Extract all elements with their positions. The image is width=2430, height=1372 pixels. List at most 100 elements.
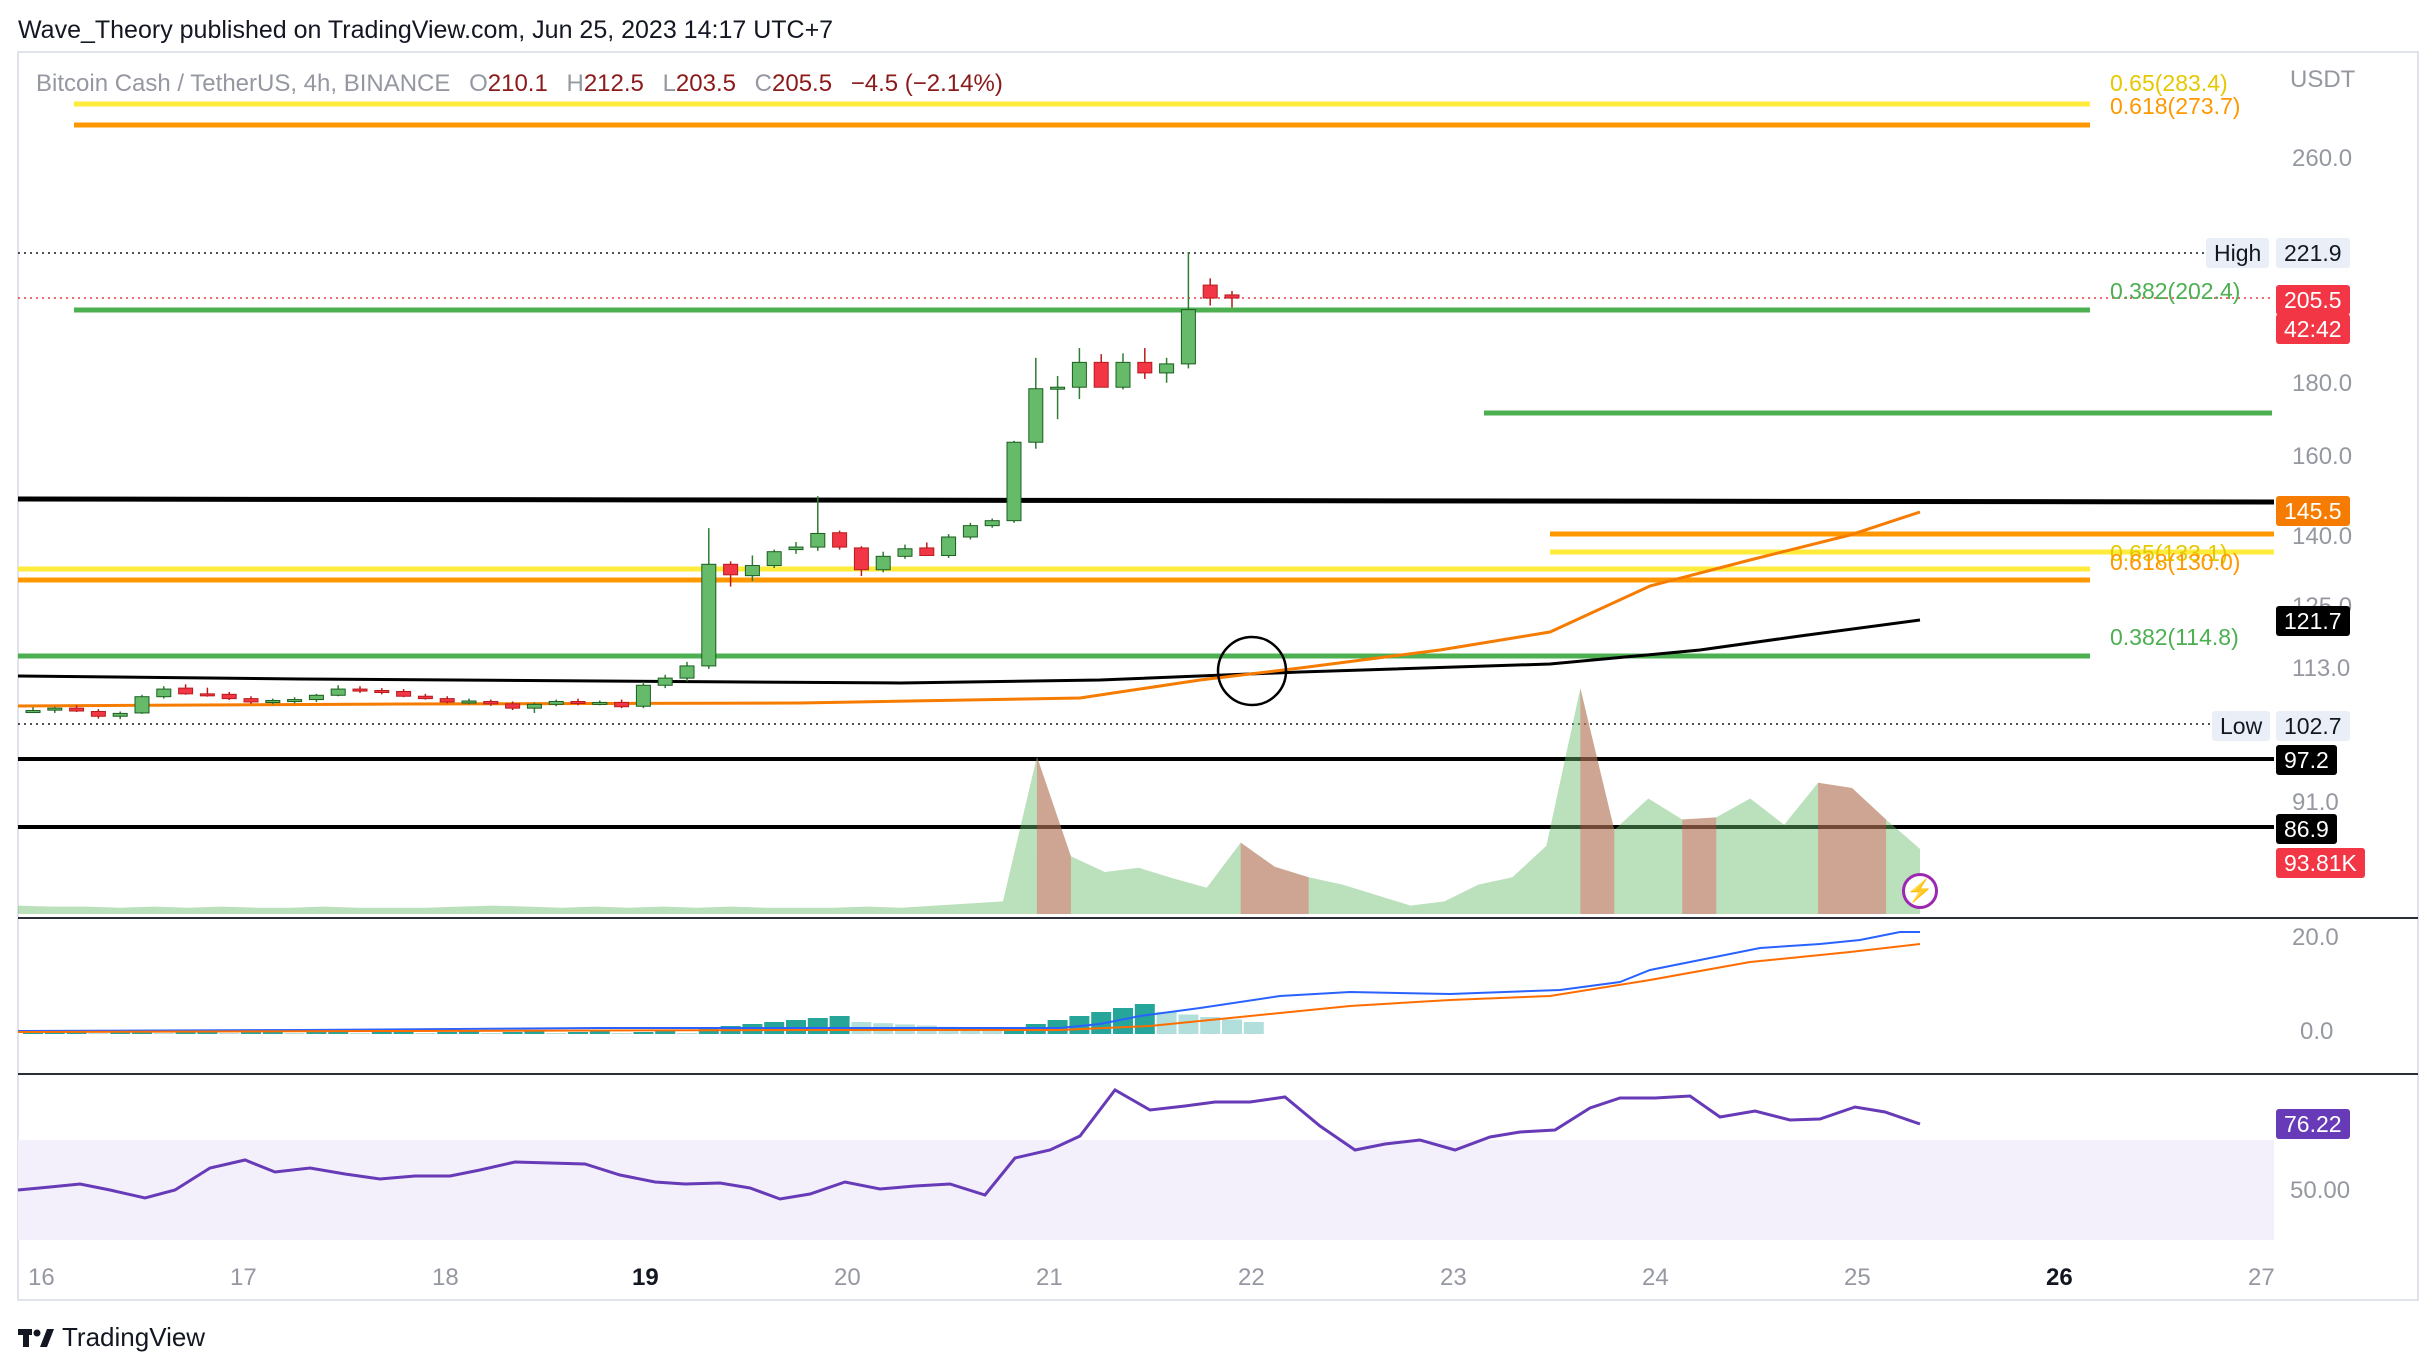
candle-bearish[interactable] <box>723 563 739 576</box>
candle-bearish[interactable] <box>853 547 869 571</box>
fib-label-upper-065[interactable]: 0.65(283.4) <box>2110 70 2228 96</box>
candle-bullish[interactable] <box>1006 441 1022 522</box>
candle-bearish[interactable] <box>483 700 499 705</box>
candle-bearish[interactable] <box>69 707 85 712</box>
ema-line[interactable] <box>17 510 1921 708</box>
candle-bearish[interactable] <box>178 687 194 695</box>
candle-bullish[interactable] <box>766 551 782 567</box>
candle-bullish[interactable] <box>265 700 281 704</box>
candle-bullish[interactable] <box>1050 386 1066 390</box>
crossover-circle-annotation[interactable] <box>1216 635 1288 707</box>
candle-bearish[interactable] <box>439 698 455 703</box>
time-tick-27: 27 <box>2248 1264 2275 1291</box>
volume-area-bearish <box>1240 842 1309 914</box>
candle-bearish[interactable] <box>90 710 106 717</box>
candle-bullish[interactable] <box>156 688 172 698</box>
fib-label-lower-065[interactable]: 0.65(133.1) <box>2110 540 2228 566</box>
candle-bearish[interactable] <box>374 690 390 694</box>
candle-bullish[interactable] <box>461 700 477 704</box>
candle-bearish[interactable] <box>919 547 935 556</box>
rsi-tick-50: 50.00 <box>2290 1177 2351 1204</box>
candle-bullish[interactable] <box>1180 309 1196 365</box>
candle-bullish[interactable] <box>134 696 150 714</box>
candle-bearish[interactable] <box>614 701 630 708</box>
candle-bullish[interactable] <box>330 688 346 696</box>
candle-bearish[interactable] <box>417 695 433 700</box>
candle-bullish[interactable] <box>112 712 128 717</box>
sma-line[interactable] <box>17 618 1921 685</box>
macd-histogram-bar <box>23 1033 43 1034</box>
candle-bullish[interactable] <box>701 563 717 667</box>
candle-bullish[interactable] <box>25 710 41 714</box>
high-value: 212.5 <box>583 70 644 97</box>
candle-bearish[interactable] <box>243 698 259 703</box>
macd-histogram-bar <box>153 1033 174 1034</box>
candle-bullish[interactable] <box>744 565 760 577</box>
volume-histogram <box>18 688 1920 914</box>
lightning-icon[interactable]: ⚡ <box>1902 873 1938 909</box>
candle-bearish[interactable] <box>1202 284 1218 299</box>
candle-bullish[interactable] <box>592 701 608 705</box>
macd-histogram-bar <box>1222 1019 1242 1034</box>
candle-bullish[interactable] <box>526 703 542 709</box>
candle-bearish[interactable] <box>396 690 412 697</box>
candle-bullish[interactable] <box>47 707 63 711</box>
fib-label-lower-0382[interactable]: 0.382(114.8) <box>2110 624 2239 650</box>
volume-area-bearish <box>1818 782 1887 914</box>
candle-bearish[interactable] <box>1224 294 1240 299</box>
candle-bullish[interactable] <box>962 525 978 538</box>
candlesticks[interactable] <box>25 252 1240 720</box>
symbol-title[interactable]: Bitcoin Cash / TetherUS, 4h, BINANCE <box>36 70 451 97</box>
macd-histogram-bar <box>350 1033 370 1034</box>
price-tick-91: 91.0 <box>2292 789 2339 816</box>
time-tick-20: 20 <box>834 1264 861 1291</box>
candle-bullish[interactable] <box>1115 361 1131 388</box>
candle-bullish[interactable] <box>657 677 673 686</box>
resistance-black-line[interactable] <box>17 496 2275 505</box>
macd-histogram-bar <box>175 1032 196 1034</box>
candle-bearish[interactable] <box>221 693 237 700</box>
time-tick-22: 22 <box>1238 1264 1265 1291</box>
candle-bullish[interactable] <box>287 699 303 703</box>
candle-bullish[interactable] <box>1028 388 1044 443</box>
candle-bullish[interactable] <box>548 700 564 705</box>
fib-label-upper-0618[interactable]: 0.618(273.7) <box>2110 93 2241 119</box>
fib-label-lower-0618[interactable]: 0.618(130.0) <box>2110 549 2241 575</box>
macd-histogram-bar <box>88 1033 109 1034</box>
time-tick-26: 26 <box>2046 1264 2073 1291</box>
currency-label[interactable]: USDT <box>2290 66 2356 93</box>
candle-bullish[interactable] <box>941 536 957 556</box>
candle-bearish[interactable] <box>1093 361 1109 388</box>
rsi-line <box>17 1088 1921 1201</box>
candle-bearish[interactable] <box>570 700 586 704</box>
macd-histogram-bar <box>1156 1012 1177 1034</box>
candle-bullish[interactable] <box>810 532 826 548</box>
price-tick-113: 113.0 <box>2292 655 2351 682</box>
close-label: C <box>754 70 772 97</box>
symbol-legend[interactable]: Bitcoin Cash / TetherUS, 4h, BINANCE O21… <box>36 70 1003 98</box>
tradingview-brand[interactable]: TradingView <box>18 1322 205 1353</box>
macd-histogram-bar <box>393 1031 414 1034</box>
fib-label-upper-0382[interactable]: 0.382(202.4) <box>2110 278 2241 304</box>
candle-bearish[interactable] <box>1137 361 1153 374</box>
candle-bullish[interactable] <box>897 548 913 557</box>
candle-bearish[interactable] <box>505 703 521 709</box>
candle-bullish[interactable] <box>1159 363 1175 374</box>
candle-bullish[interactable] <box>788 546 804 551</box>
candle-bearish[interactable] <box>352 688 368 692</box>
candle-bullish[interactable] <box>984 520 1000 527</box>
price-tick-260: 260.0 <box>2292 145 2353 172</box>
candle-bullish[interactable] <box>308 694 324 701</box>
ema-value-tag: 145.5 <box>2276 496 2350 526</box>
candle-bullish[interactable] <box>679 665 695 679</box>
macd-histogram-bar <box>415 1033 436 1034</box>
low-label-tag: Low <box>2212 711 2271 741</box>
candle-bearish[interactable] <box>832 532 848 548</box>
candle-bearish[interactable] <box>199 693 215 697</box>
candle-bullish[interactable] <box>1071 361 1087 388</box>
candle-bullish[interactable] <box>635 684 651 707</box>
candle-bullish[interactable] <box>875 555 891 571</box>
macd-histogram-bar <box>502 1032 523 1034</box>
macd-histogram-bar <box>262 1031 283 1034</box>
